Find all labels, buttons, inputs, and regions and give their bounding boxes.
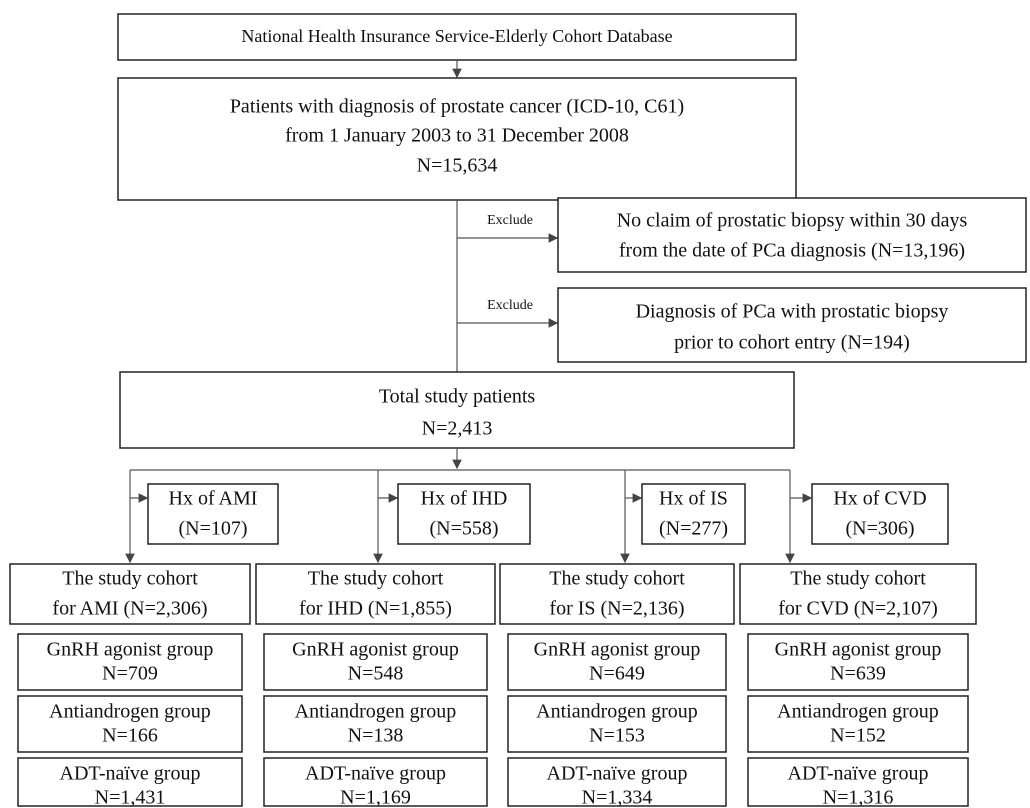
source-box-text: National Health Insurance Service-Elderl… — [241, 26, 672, 46]
exclude-label: Exclude — [487, 298, 533, 313]
group-box-text: GnRH agonist group — [775, 639, 942, 661]
cohort-box-text: The study cohort — [62, 568, 198, 590]
total-box-text: Total study patients — [379, 386, 536, 408]
group-box-text: ADT-naïve group — [547, 763, 688, 785]
group-box — [263, 695, 488, 753]
group-box — [17, 633, 243, 691]
exclusion-box — [557, 287, 1027, 363]
group-box-text: N=548 — [348, 663, 404, 685]
history-box-text: Hx of IHD — [421, 488, 508, 510]
cohort-box-text: The study cohort — [308, 568, 444, 590]
history-box — [641, 483, 746, 545]
cohort-box-text: for IS (N=2,136) — [549, 598, 684, 620]
group-box-text: GnRH agonist group — [534, 639, 701, 661]
group-box-text: N=1,316 — [823, 787, 894, 808]
exclusion-box-text: Diagnosis of PCa with prostatic biopsy — [636, 301, 949, 323]
history-box-text: Hx of AMI — [169, 488, 258, 510]
cohort-box-text: for IHD (N=1,855) — [299, 598, 452, 620]
exclusion-box-text: No claim of prostatic biopsy within 30 d… — [617, 210, 968, 232]
group-box-text: N=639 — [830, 663, 886, 685]
history-box — [811, 483, 949, 545]
group-box-text: N=166 — [102, 725, 158, 747]
cohort-box-text: The study cohort — [549, 568, 685, 590]
exclusion-box-text: from the date of PCa diagnosis (N=13,196… — [619, 240, 965, 262]
group-box — [263, 633, 488, 691]
source-box — [117, 13, 797, 61]
group-box-text: N=152 — [830, 725, 886, 747]
diagnosis-box-text: N=15,634 — [417, 155, 498, 177]
cohort-box — [9, 563, 251, 625]
group-box — [17, 695, 243, 753]
total-box-text: N=2,413 — [422, 418, 493, 440]
group-box-text: ADT-naïve group — [305, 763, 446, 785]
history-box-text: (N=306) — [845, 518, 914, 540]
cohort-box-text: for CVD (N=2,107) — [778, 598, 938, 620]
cohort-box-text: for AMI (N=2,306) — [52, 598, 207, 620]
group-box — [507, 757, 727, 807]
history-box-text: (N=558) — [429, 518, 498, 540]
total-box — [119, 371, 795, 449]
group-box-text: N=1,431 — [95, 787, 166, 808]
history-box-text: Hx of CVD — [833, 488, 926, 510]
diagnosis-box — [117, 77, 797, 201]
group-box — [507, 633, 727, 691]
group-box-text: Antiandrogen group — [536, 701, 698, 723]
cohort-box — [739, 563, 977, 625]
group-box-text: ADT-naïve group — [60, 763, 201, 785]
group-box-text: Antiandrogen group — [777, 701, 939, 723]
history-box-text: Hx of IS — [659, 488, 728, 510]
group-box — [747, 633, 969, 691]
cohort-box — [499, 563, 735, 625]
history-box-text: (N=277) — [659, 518, 728, 540]
exclusion-box — [557, 197, 1027, 273]
cohort-box-text: The study cohort — [790, 568, 926, 590]
group-box-text: GnRH agonist group — [47, 639, 214, 661]
group-box-text: N=153 — [589, 725, 645, 747]
history-box — [147, 483, 279, 545]
diagnosis-box-text: from 1 January 2003 to 31 December 2008 — [285, 125, 629, 147]
group-box — [747, 695, 969, 753]
exclude-label: Exclude — [487, 213, 533, 228]
history-box — [397, 483, 531, 545]
group-box-text: N=709 — [102, 663, 158, 685]
group-box — [747, 757, 969, 807]
group-box-text: N=1,334 — [582, 787, 653, 808]
group-box — [263, 757, 488, 807]
group-box-text: Antiandrogen group — [295, 701, 457, 723]
group-box-text: Antiandrogen group — [49, 701, 211, 723]
cohort-box — [255, 563, 496, 625]
group-box-text: N=138 — [348, 725, 404, 747]
group-box-text: GnRH agonist group — [292, 639, 459, 661]
group-box-text: ADT-naïve group — [788, 763, 929, 785]
group-box — [507, 695, 727, 753]
group-box — [17, 757, 243, 807]
diagnosis-box-text: Patients with diagnosis of prostate canc… — [230, 96, 684, 118]
exclusion-box-text: prior to cohort entry (N=194) — [674, 332, 910, 354]
group-box-text: N=1,169 — [340, 787, 411, 808]
history-box-text: (N=107) — [178, 518, 247, 540]
group-box-text: N=649 — [589, 663, 645, 685]
